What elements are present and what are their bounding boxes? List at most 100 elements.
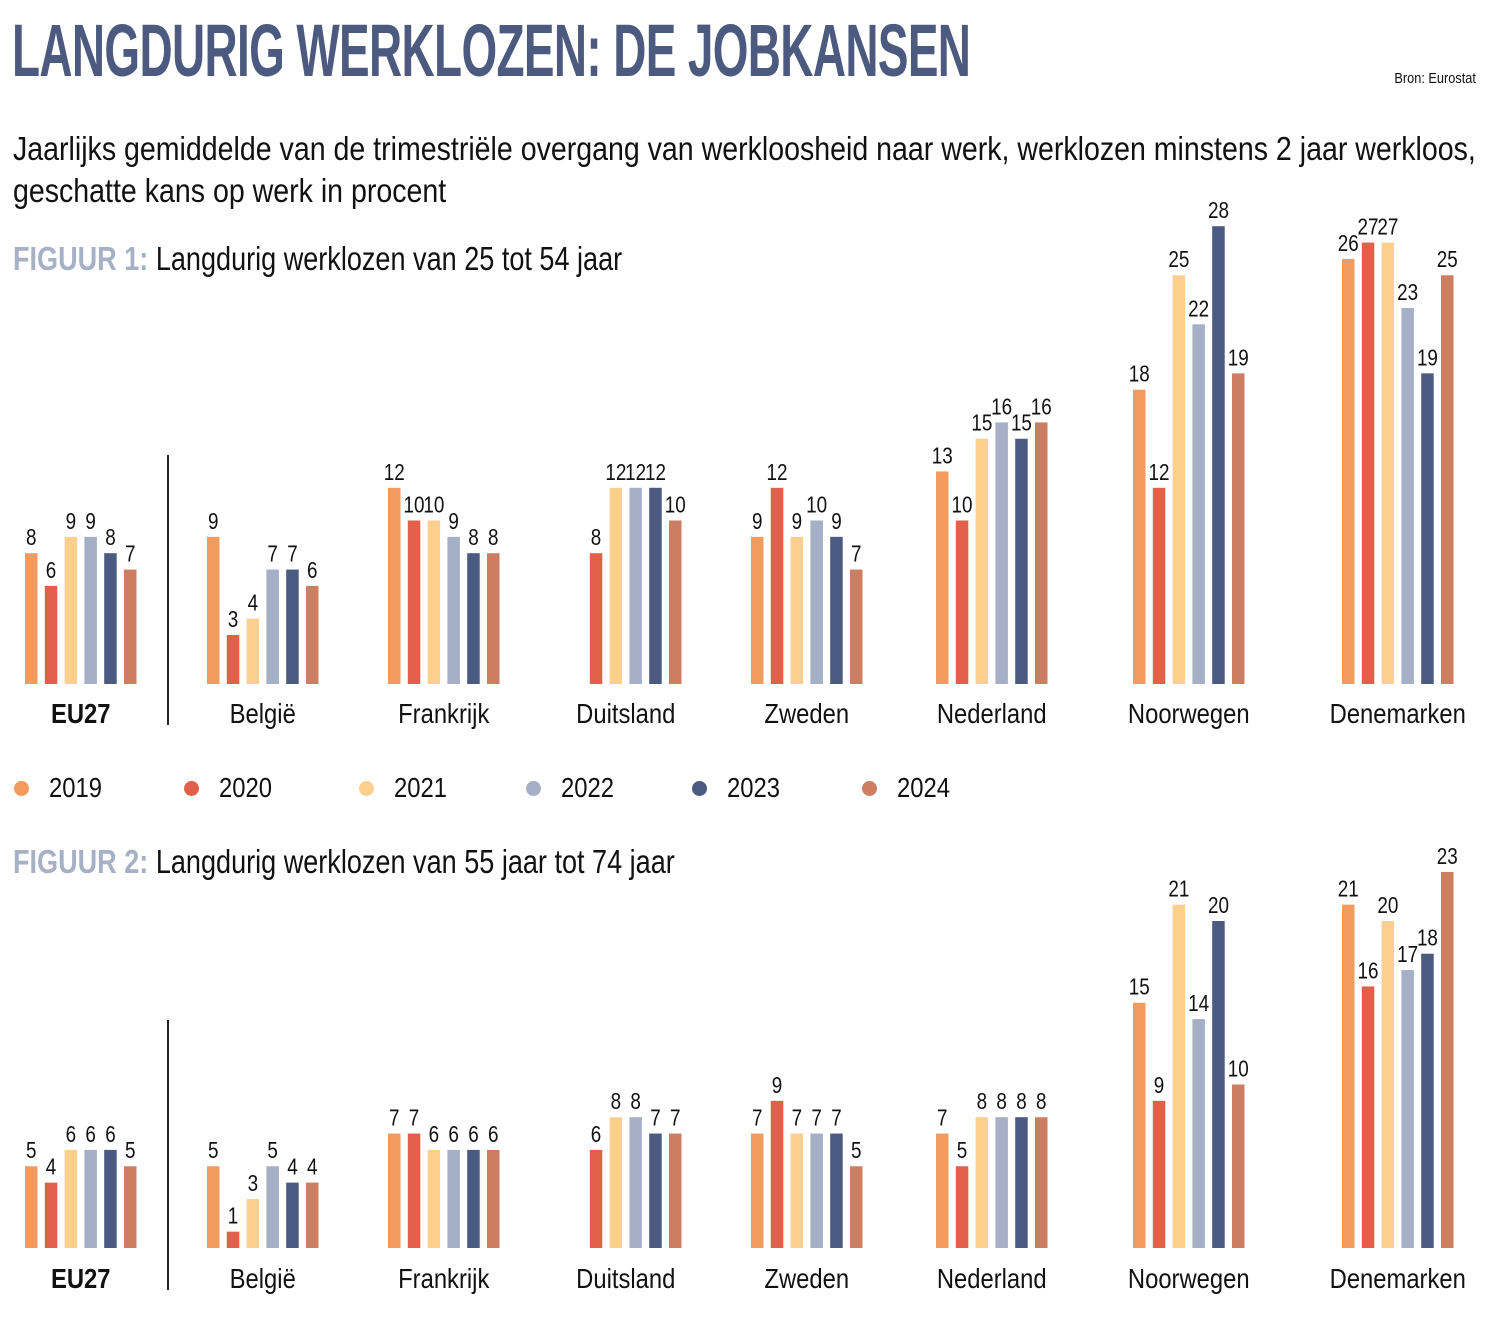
category-label: Nederland bbox=[937, 1262, 1047, 1294]
bar-2019 bbox=[388, 487, 401, 684]
data-label: 9 bbox=[448, 509, 458, 534]
bar-2021 bbox=[246, 618, 260, 684]
category-label: België bbox=[230, 1262, 296, 1294]
bar-2024 bbox=[487, 553, 500, 684]
bar-2024 bbox=[850, 1166, 863, 1248]
bar-2023 bbox=[286, 569, 299, 684]
data-label: 10 bbox=[423, 493, 444, 518]
data-label: 8 bbox=[630, 1090, 640, 1115]
data-label: 6 bbox=[307, 558, 317, 583]
data-label: 8 bbox=[591, 526, 601, 551]
legend-item-2022: 2022 bbox=[526, 772, 623, 804]
category-label: België bbox=[230, 697, 296, 729]
legend-label: 2024 bbox=[897, 772, 950, 803]
bar-2021 bbox=[1381, 921, 1395, 1248]
data-label: 13 bbox=[932, 444, 953, 469]
data-label: 20 bbox=[1208, 893, 1229, 918]
data-label: 19 bbox=[1417, 346, 1438, 371]
category-label: Noorwegen bbox=[1128, 697, 1250, 729]
data-label: 8 bbox=[105, 526, 115, 551]
data-label: 12 bbox=[625, 460, 646, 485]
bar-2019 bbox=[25, 1166, 38, 1248]
data-label: 21 bbox=[1168, 877, 1189, 902]
bar-2022 bbox=[266, 1166, 279, 1248]
data-label: 6 bbox=[105, 1122, 115, 1147]
bar-2020 bbox=[1152, 487, 1166, 684]
data-label: 7 bbox=[650, 1106, 660, 1131]
data-label: 28 bbox=[1208, 199, 1229, 224]
data-label: 27 bbox=[1377, 215, 1398, 240]
bar-2022 bbox=[1192, 1019, 1205, 1248]
data-label: 27 bbox=[1358, 215, 1379, 240]
legend-item-2023: 2023 bbox=[692, 772, 789, 804]
bar-2020 bbox=[589, 1149, 603, 1248]
bar-group: 18 12 25 22 28 19 Noorwegen bbox=[1128, 199, 1250, 730]
bar-2020 bbox=[1361, 242, 1375, 685]
bar-2019 bbox=[751, 1133, 764, 1248]
data-label: 16 bbox=[991, 395, 1012, 420]
bar-2023 bbox=[830, 1133, 843, 1248]
bar-2023 bbox=[1015, 438, 1028, 684]
figure-1-label: FIGUUR 1: bbox=[13, 240, 149, 277]
bar-group: 15 9 21 14 20 10 Noorwegen bbox=[1128, 877, 1250, 1294]
bar-2022 bbox=[1192, 324, 1205, 684]
bar-2021 bbox=[427, 1149, 441, 1248]
bar-2019 bbox=[207, 536, 220, 684]
data-label: 3 bbox=[248, 1171, 258, 1196]
data-label: 9 bbox=[831, 509, 841, 534]
bar-2022 bbox=[84, 1149, 97, 1248]
data-label: 7 bbox=[409, 1106, 419, 1131]
bar-2023 bbox=[830, 536, 843, 684]
data-label: 8 bbox=[488, 526, 498, 551]
figure-2-label: FIGUUR 2: bbox=[13, 843, 149, 880]
bar-2019 bbox=[751, 536, 764, 684]
data-label: 12 bbox=[1149, 460, 1170, 485]
data-label: 23 bbox=[1437, 844, 1458, 869]
bar-2022 bbox=[447, 536, 460, 684]
category-label: Nederland bbox=[937, 697, 1047, 729]
data-label: 9 bbox=[752, 509, 762, 534]
bar-2022 bbox=[447, 1149, 460, 1248]
data-label: 7 bbox=[125, 542, 135, 567]
data-label: 6 bbox=[488, 1122, 498, 1147]
bar-2019 bbox=[1133, 1002, 1146, 1248]
data-label: 7 bbox=[831, 1106, 841, 1131]
legend-label: 2019 bbox=[49, 772, 102, 803]
data-label: 6 bbox=[46, 558, 56, 583]
data-label: 7 bbox=[752, 1106, 762, 1131]
data-label: 20 bbox=[1377, 893, 1398, 918]
data-label: 6 bbox=[448, 1122, 458, 1147]
bar-2022 bbox=[810, 1133, 823, 1248]
bar-2023 bbox=[286, 1182, 299, 1248]
bar-2024 bbox=[669, 1133, 682, 1248]
subtitle: Jaarlijks gemiddelde van de trimestriële… bbox=[13, 130, 1476, 209]
bar-2023 bbox=[104, 553, 117, 684]
bar-2021 bbox=[790, 536, 804, 684]
bar-2022 bbox=[810, 520, 823, 684]
bar-2019 bbox=[1133, 389, 1146, 684]
figure-1-heading: Langdurig werklozen van 25 tot 54 jaar bbox=[155, 240, 623, 277]
legend-label: 2020 bbox=[219, 772, 272, 803]
data-label: 5 bbox=[26, 1139, 36, 1164]
data-label: 10 bbox=[404, 493, 425, 518]
legend-item-2020: 2020 bbox=[184, 772, 281, 804]
data-label: 8 bbox=[468, 526, 478, 551]
data-label: 16 bbox=[1358, 959, 1379, 984]
bar-2020 bbox=[770, 487, 784, 684]
bar-2020 bbox=[407, 1133, 421, 1248]
category-label: Frankrijk bbox=[398, 697, 490, 729]
data-label: 4 bbox=[46, 1155, 57, 1180]
bar-2021 bbox=[1172, 275, 1186, 684]
legend-label: 2021 bbox=[394, 772, 447, 803]
bar-2023 bbox=[1421, 373, 1434, 684]
data-label: 14 bbox=[1188, 991, 1209, 1016]
data-label: 8 bbox=[611, 1090, 621, 1115]
category-label: Denemarken bbox=[1330, 1262, 1466, 1294]
data-label: 10 bbox=[665, 493, 686, 518]
